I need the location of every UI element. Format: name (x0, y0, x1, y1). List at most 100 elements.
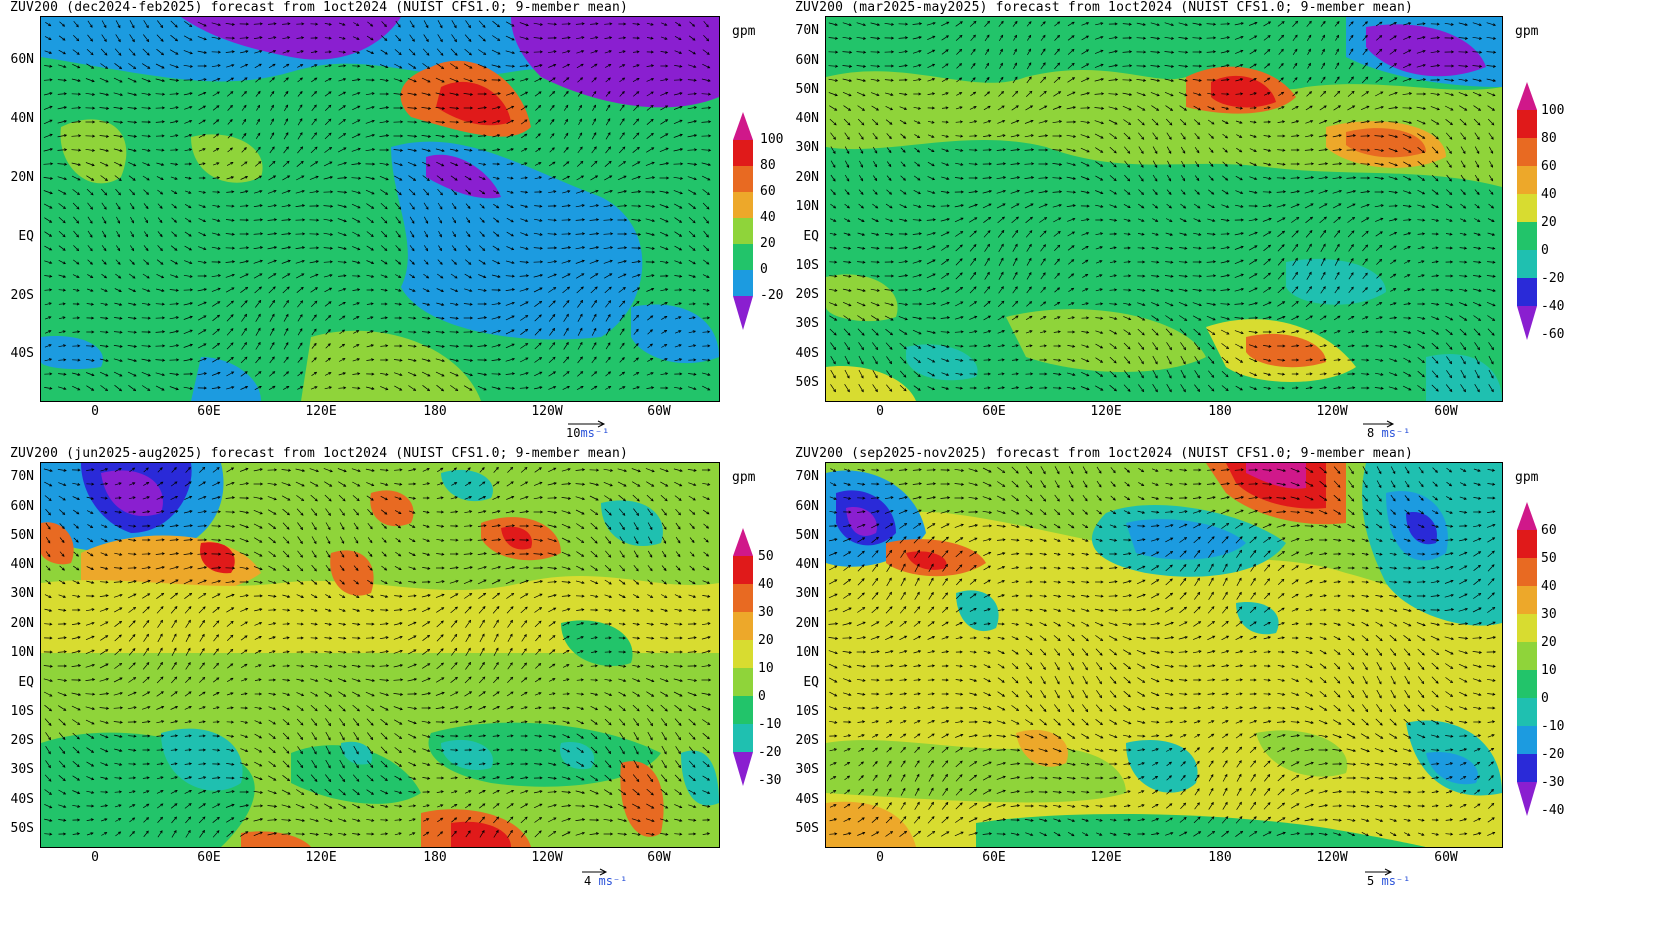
lon-label: 0 (876, 404, 884, 419)
lat-label: 40S (795, 792, 819, 807)
lat-label: 20N (10, 170, 34, 185)
lat-label: 50N (10, 528, 34, 543)
lat-label: 40S (795, 346, 819, 361)
lat-label: 40N (10, 111, 34, 126)
lon-label: 60W (1434, 404, 1458, 419)
lat-label: EQ (803, 229, 819, 244)
lat-label: 40N (795, 111, 819, 126)
contour-field (826, 463, 1502, 847)
colorbar-tick: -40 (1541, 299, 1565, 314)
wind-vectors (828, 466, 1497, 838)
lat-label: 70N (795, 469, 819, 484)
colorbar-tick: 100 (760, 132, 784, 147)
lat-label: 40S (10, 346, 34, 361)
reference-unit: ms⁻¹ (1381, 874, 1411, 888)
lat-label: 10N (10, 645, 34, 660)
colorbar-tick: 30 (758, 605, 774, 620)
lat-label: 40N (10, 557, 34, 572)
lat-label: 10N (795, 199, 819, 214)
colorbar-tick: -30 (758, 773, 782, 788)
map-plot (40, 16, 720, 402)
panel-mam: ZUV200 (mar2025-may2025) forecast from 1… (785, 0, 1625, 475)
colorbar-tick: -20 (1541, 747, 1565, 762)
colorbar-tick: 10 (758, 661, 774, 676)
colorbar-tick: -20 (1541, 271, 1565, 286)
wind-vectors (828, 20, 1497, 393)
lat-label: 30S (795, 316, 819, 331)
contour-field (826, 17, 1502, 401)
colorbar-tick: 80 (760, 158, 776, 173)
lon-label: 120E (305, 404, 337, 419)
lat-label: 60N (10, 52, 34, 67)
colorbar-tick: 0 (760, 262, 768, 277)
lat-label: 50N (795, 528, 819, 543)
panel-djf: ZUV200 (dec2024-feb2025) forecast from 1… (0, 0, 840, 475)
panel-title: ZUV200 (jun2025-aug2025) forecast from 1… (10, 446, 629, 461)
lat-label: 20S (795, 733, 819, 748)
colorbar-tick: 40 (1541, 187, 1557, 202)
lat-label: 30S (10, 762, 34, 777)
lon-label: 60W (1434, 850, 1458, 865)
units-label: gpm (732, 470, 756, 485)
lat-label: EQ (18, 675, 34, 690)
lat-label: 30N (795, 140, 819, 155)
colorbar-tick: 40 (1541, 579, 1557, 594)
colorbar-tick: 100 (1541, 103, 1565, 118)
colorbar (1517, 82, 1537, 340)
lon-label: 120W (1316, 404, 1348, 419)
lat-label: 20N (10, 616, 34, 631)
colorbar-tick: 0 (758, 689, 766, 704)
colorbar-tick: 20 (758, 633, 774, 648)
colorbar-tick: -20 (760, 288, 784, 303)
colorbar-tick: 60 (1541, 523, 1557, 538)
map-plot (825, 462, 1503, 848)
lat-label: 60N (795, 53, 819, 68)
colorbar-tick: 40 (760, 210, 776, 225)
lat-label: 30N (10, 586, 34, 601)
lon-label: 120W (531, 404, 563, 419)
map-plot (825, 16, 1503, 402)
colorbar-tick: 10 (1541, 663, 1557, 678)
lon-label: 0 (91, 850, 99, 865)
lat-label: 20N (795, 616, 819, 631)
wind-vectors (43, 20, 712, 392)
reference-arrow-icon (1365, 868, 1393, 876)
lat-label: 30S (795, 762, 819, 777)
colorbar-tick: -10 (1541, 719, 1565, 734)
lon-label: 120E (1090, 404, 1122, 419)
colorbar-tick: 0 (1541, 243, 1549, 258)
reference-arrow-icon (582, 868, 608, 876)
colorbar-tick: 40 (758, 577, 774, 592)
lat-label: EQ (18, 229, 34, 244)
lon-label: 0 (91, 404, 99, 419)
contour-field (41, 463, 719, 847)
colorbar-tick: -20 (758, 745, 782, 760)
colorbar-tick: 20 (760, 236, 776, 251)
lat-label: 50S (795, 375, 819, 390)
lat-label: 40N (795, 557, 819, 572)
lat-label: 50N (795, 82, 819, 97)
panel-jja: ZUV200 (jun2025-aug2025) forecast from 1… (0, 446, 840, 921)
reference-vector: 4 ms⁻¹ (582, 868, 627, 888)
units-label: gpm (1515, 24, 1539, 39)
lat-label: 10S (10, 704, 34, 719)
reference-vector: 10ms⁻¹ (566, 420, 609, 440)
colorbar (1517, 502, 1537, 816)
reference-value: 8 (1367, 426, 1375, 440)
reference-arrow-icon (1363, 420, 1395, 428)
lon-label: 180 (1208, 404, 1232, 419)
lon-label: 60W (647, 404, 671, 419)
reference-arrow-icon (568, 420, 606, 428)
lat-label: 20S (10, 733, 34, 748)
colorbar-tick: 60 (1541, 159, 1557, 174)
map-plot (40, 462, 720, 848)
colorbar-tick: 20 (1541, 215, 1557, 230)
units-label: gpm (732, 24, 756, 39)
panel-title: ZUV200 (sep2025-nov2025) forecast from 1… (795, 446, 1414, 461)
lon-label: 180 (423, 850, 447, 865)
units-label: gpm (1515, 470, 1539, 485)
colorbar-tick: 20 (1541, 635, 1557, 650)
panel-title: ZUV200 (dec2024-feb2025) forecast from 1… (10, 0, 629, 15)
lon-label: 60E (982, 404, 1006, 419)
lat-label: 40S (10, 792, 34, 807)
